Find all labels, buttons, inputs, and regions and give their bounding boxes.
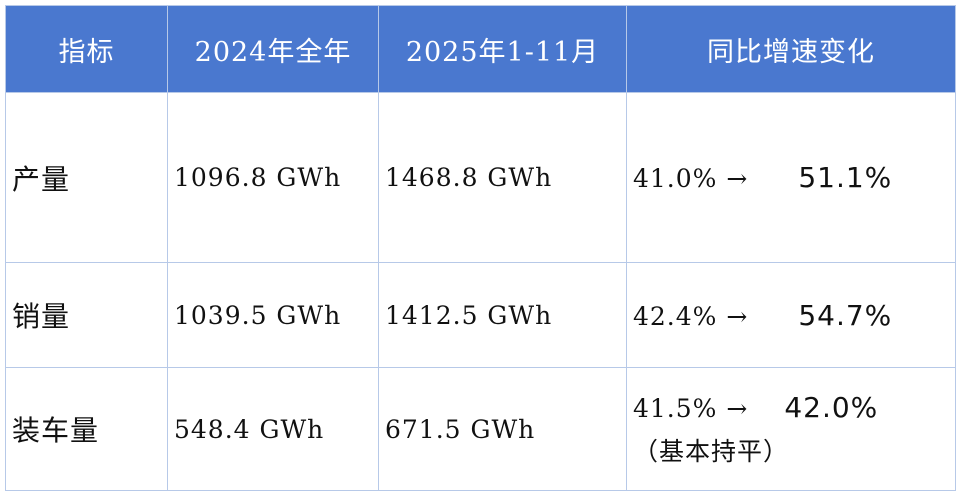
cell: 1039.5 GWh <box>167 262 379 368</box>
from: 42.4% <box>633 301 718 331</box>
row-label: 销量 <box>5 262 168 368</box>
header-cell: 同比增速变化 <box>626 5 956 93</box>
cell: 1468.8 GWh <box>378 92 627 263</box>
row: 装车量 548.4 GWh 671.5 GWh 41.5% → 42.0% （基本持… <box>5 367 956 491</box>
header-row: 指标 2024年全年 2025年1-11月 同比增速变化 <box>5 5 956 93</box>
row-label: 装车量 <box>5 367 168 491</box>
to: 54.7% <box>798 298 893 332</box>
row: 产量 1096.8 GWh 1468.8 GWh 41.0% → 51.1% <box>5 92 956 263</box>
row: 销量 1039.5 GWh 1412.5 GWh 42.4% → 54.7% <box>5 262 956 368</box>
header-cell: 2025年1-11月 <box>378 5 627 93</box>
header-cell: 2024年全年 <box>167 5 379 93</box>
data-table: 指标 2024年全年 2025年1-11月 同比增速变化 产量 1096.8 G… <box>5 5 956 491</box>
cell: 1412.5 GWh <box>378 262 627 368</box>
arrow: → <box>726 164 749 193</box>
arrow: → <box>726 301 749 331</box>
cell: 671.5 GWh <box>378 367 627 491</box>
header-cell: 指标 <box>5 5 168 93</box>
arrow: → <box>726 393 749 423</box>
change-cell: 42.4% → 54.7% <box>626 262 956 368</box>
to: 51.1% <box>798 161 893 194</box>
row-label: 产量 <box>5 92 168 263</box>
cell: 548.4 GWh <box>167 367 379 491</box>
change-cell: 41.0% → 51.1% <box>626 92 956 263</box>
change-cell: 41.5% → 42.0% （基本持平） <box>626 367 956 491</box>
from: 41.0% <box>633 164 718 193</box>
to: 42.0% <box>784 390 879 424</box>
from: 41.5% <box>633 393 718 423</box>
note: （基本持平） <box>633 436 790 466</box>
cell: 1096.8 GWh <box>167 92 379 263</box>
